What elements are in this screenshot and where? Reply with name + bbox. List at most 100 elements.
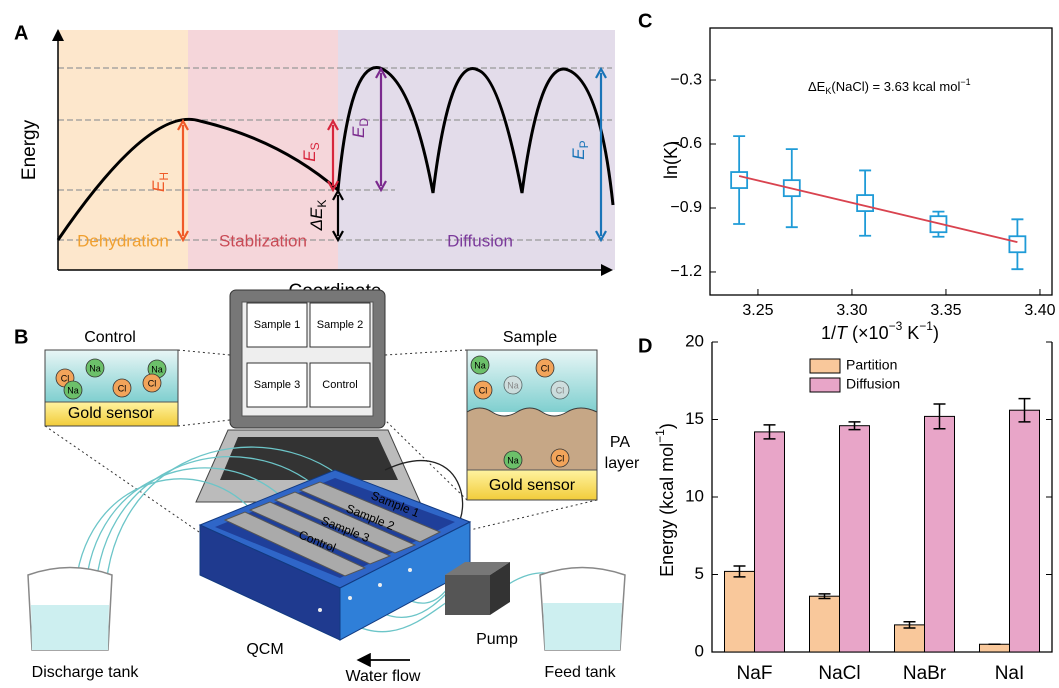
text-part: E (349, 126, 368, 138)
ion-label: Na (151, 364, 163, 374)
screen-tile (246, 362, 308, 408)
ion-label: Cl (556, 453, 565, 463)
error-bar (848, 421, 861, 431)
ion (63, 380, 83, 400)
x-tick-label: NaI (995, 663, 1025, 684)
text-part: ΔE (307, 207, 326, 231)
y-tick-label: −0.9 (670, 199, 702, 216)
bar (809, 595, 840, 653)
panel-label: B (14, 326, 28, 348)
schematic-label: Pump (476, 631, 518, 648)
panel-label: A (14, 22, 28, 44)
bar (754, 431, 785, 653)
panel-label: C (638, 10, 652, 32)
point (856, 194, 875, 212)
text-part: K (902, 323, 919, 343)
legend-swatch (809, 358, 841, 374)
text-part: H (157, 172, 171, 181)
chart-d: 0 5 10 15 20 Energy (kcal mol−1) NaF NaCl NaBr Na… (653, 331, 1053, 684)
energy-label: ES (300, 142, 322, 161)
error-bar (763, 424, 776, 440)
bar (924, 415, 955, 653)
schematic-label: QCM (246, 641, 283, 658)
schematic-label: Gold sensor (489, 477, 576, 494)
schematic-label: Sample 1 (254, 319, 300, 331)
y-tick-label: 10 (685, 486, 704, 505)
x-tick-label: 3.40 (1024, 302, 1055, 319)
text-part: E (149, 180, 168, 192)
screen-tile (309, 302, 371, 348)
bar (839, 425, 870, 653)
error-bar (903, 621, 916, 629)
schematic-label: Feed tank (544, 664, 616, 681)
y-tick-label: 20 (685, 331, 704, 350)
panel-label: D (638, 335, 652, 357)
ion (503, 450, 523, 470)
y-tick-label: 15 (685, 409, 704, 428)
text-part: E (569, 148, 588, 160)
text-part: D (357, 118, 371, 127)
schematic-label: Gold sensor (68, 405, 155, 422)
y-tick-label: −1.2 (670, 263, 702, 280)
error-bar (818, 593, 831, 600)
y-tick-label: −0.3 (670, 71, 702, 88)
schematic-label: Sample 2 (317, 319, 363, 331)
ion (112, 378, 132, 398)
plot-frame (709, 27, 1053, 296)
energy-label: EP (569, 140, 591, 159)
legend-label: Partition (846, 357, 897, 373)
region-label: Diffusion (447, 231, 513, 250)
schematic-label: Control (322, 379, 357, 391)
region-bg (188, 30, 338, 270)
screen-tile (309, 362, 371, 408)
energy-curve (56, 66, 615, 241)
ion-label: Na (474, 360, 486, 370)
bar (894, 624, 925, 653)
y-tick-label: 0 (695, 641, 704, 660)
schematic-label: PA (610, 434, 630, 451)
ion-label: Cl (556, 385, 565, 395)
text-part: K (315, 200, 329, 208)
x-tick-label: 3.35 (930, 302, 961, 319)
text-part: ) (657, 423, 677, 429)
ion (550, 380, 570, 400)
energy-label: ED (349, 118, 371, 138)
ion-label: Cl (118, 383, 127, 393)
x-tick-label: 3.30 (836, 302, 867, 319)
text-part: S (308, 142, 322, 150)
error-bar (933, 403, 946, 430)
text-part: −1 (653, 429, 667, 443)
ion (85, 358, 105, 378)
text-part: ΔE (808, 79, 826, 94)
text-part: E (300, 150, 319, 162)
ion (470, 355, 490, 375)
screen-tile (246, 302, 308, 348)
energy-label: EH (149, 172, 171, 192)
text-part: K (825, 86, 831, 96)
ion-label: Cl (61, 373, 70, 383)
energy-arrows (177, 66, 607, 243)
schematic-labels: Control Sample Gold sensor Gold sensor PA lay… (32, 302, 640, 685)
error-bar (733, 565, 746, 578)
text-part: 1/ (821, 323, 836, 343)
text-part: (×10 (847, 323, 889, 343)
y-tick-label: 5 (695, 564, 704, 583)
error-bar (1018, 397, 1031, 423)
y-tick-label: −0.6 (670, 135, 702, 152)
text-part: −3 (889, 319, 903, 333)
schematic-label: Water flow (346, 668, 421, 685)
text-part: −1 (960, 77, 970, 87)
schematic-label: Sample 3 (254, 379, 300, 391)
x-tick-label: NaCl (818, 663, 860, 684)
ion (142, 373, 162, 393)
ion-label: Cl (148, 378, 157, 388)
legend-swatch (809, 377, 841, 393)
chart-c: −0.3 −0.6 −0.9 −1.2 3.25 3.30 3.35 3.40 ln(K) 1/T… (661, 71, 1056, 342)
ion (503, 375, 523, 395)
ion (473, 380, 493, 400)
text-part: Energy (kcal mol (657, 443, 677, 577)
ion-label: Na (507, 455, 519, 465)
text-part: P (577, 140, 591, 148)
